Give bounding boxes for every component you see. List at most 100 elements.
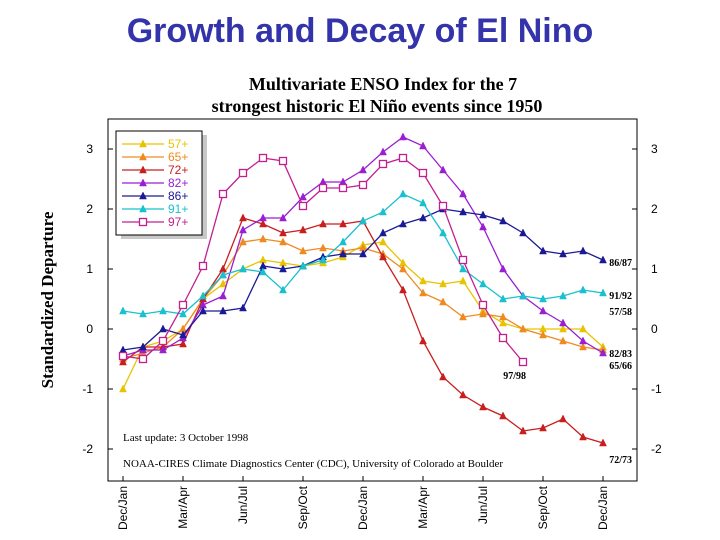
data-point-91: [379, 207, 387, 216]
y-tick-label-left: 1: [86, 262, 93, 276]
data-point-72: [379, 252, 387, 261]
legend-marker-91: [139, 204, 147, 213]
data-point-86: [159, 324, 167, 333]
data-point-97: [358, 180, 368, 190]
data-point-72: [419, 336, 427, 345]
data-point-65: [479, 309, 487, 318]
data-point-91: [579, 285, 587, 294]
data-point-82: [359, 165, 367, 174]
series-91: [119, 189, 607, 318]
data-point-86: [179, 330, 187, 339]
y-tick-label-right: 3: [651, 142, 658, 156]
data-point-82: [259, 213, 267, 222]
data-point-91: [199, 291, 207, 300]
data-point-97: [278, 156, 288, 166]
data-point-65: [239, 237, 247, 246]
data-point-65: [299, 246, 307, 255]
event-label: 65/66: [609, 361, 632, 372]
legend-label-91: 91+: [168, 202, 188, 216]
data-point-91: [459, 264, 467, 273]
data-point-72: [519, 426, 527, 435]
data-point-72: [119, 357, 127, 366]
data-point-86: [239, 303, 247, 312]
data-point-65: [579, 342, 587, 351]
x-tick-label: Sep/Oct: [536, 485, 550, 529]
data-point-72: [579, 432, 587, 441]
data-point-65: [539, 330, 547, 339]
data-point-72: [479, 402, 487, 411]
legend-label-82: 82+: [168, 176, 188, 190]
data-point-97: [218, 189, 228, 199]
y-tick-label-right: -1: [651, 382, 662, 396]
data-point-91: [279, 285, 287, 294]
data-point-86: [479, 210, 487, 219]
data-point-57: [579, 324, 587, 333]
data-point-86: [359, 249, 367, 258]
data-point-57: [559, 324, 567, 333]
data-point-91: [119, 306, 127, 315]
data-point-86: [339, 249, 347, 258]
data-point-72: [459, 390, 467, 399]
data-point-86: [599, 255, 607, 264]
data-point-72: [439, 372, 447, 381]
y-tick-label-left: 2: [86, 202, 93, 216]
data-point-97: [458, 255, 468, 265]
data-point-91: [559, 291, 567, 300]
legend-marker-82: [139, 178, 147, 187]
y-tick-label-right: 2: [651, 202, 658, 216]
y-tick-label-right: -2: [651, 442, 662, 456]
legend-label-86: 86+: [168, 189, 188, 203]
data-point-91: [519, 291, 527, 300]
series-97: [118, 153, 528, 367]
data-point-65: [439, 297, 447, 306]
data-point-72: [539, 423, 547, 432]
data-point-65: [259, 234, 267, 243]
x-tick-label: Jun/Jul: [236, 486, 250, 524]
data-point-57: [459, 276, 467, 285]
data-point-65: [499, 312, 507, 321]
data-point-65: [559, 336, 567, 345]
last-update-note: Last update: 3 October 1998: [123, 432, 249, 444]
legend-label-97: 97+: [168, 215, 188, 229]
data-point-86: [139, 342, 147, 351]
data-point-91: [599, 288, 607, 297]
data-point-91: [359, 216, 367, 225]
data-point-86: [219, 306, 227, 315]
slide-title: Growth and Decay of El Nino: [126, 12, 594, 50]
x-tick-label: Sep/Oct: [296, 485, 310, 529]
data-point-72: [279, 228, 287, 237]
data-point-97: [178, 300, 188, 310]
data-point-86: [519, 228, 527, 237]
data-point-65: [519, 324, 527, 333]
data-point-82: [279, 213, 287, 222]
data-point-97: [498, 333, 508, 343]
y-tick-label-left: 0: [86, 322, 93, 336]
data-point-82: [419, 141, 427, 150]
x-tick-label: Jun/Jul: [476, 486, 490, 524]
data-point-91: [239, 264, 247, 273]
data-point-82: [159, 345, 167, 354]
data-point-97: [338, 183, 348, 193]
data-point-72: [259, 219, 267, 228]
data-point-72: [339, 219, 347, 228]
data-point-72: [559, 414, 567, 423]
data-point-57: [219, 279, 227, 288]
data-point-82: [379, 147, 387, 156]
data-point-65: [419, 288, 427, 297]
data-point-97: [438, 201, 448, 211]
data-point-82: [559, 318, 567, 327]
data-point-97: [118, 351, 128, 361]
y-tick-label-right: 1: [651, 262, 658, 276]
data-point-97: [158, 336, 168, 346]
data-point-65: [279, 237, 287, 246]
data-point-97: [318, 183, 328, 193]
data-point-97: [198, 261, 208, 271]
legend-label-72: 72+: [168, 163, 188, 177]
event-label: 82/83: [609, 349, 632, 360]
data-point-72: [499, 411, 507, 420]
data-point-57: [439, 279, 447, 288]
x-tick-label: Mar/Apr: [416, 486, 430, 529]
data-point-91: [499, 294, 507, 303]
data-point-91: [219, 270, 227, 279]
